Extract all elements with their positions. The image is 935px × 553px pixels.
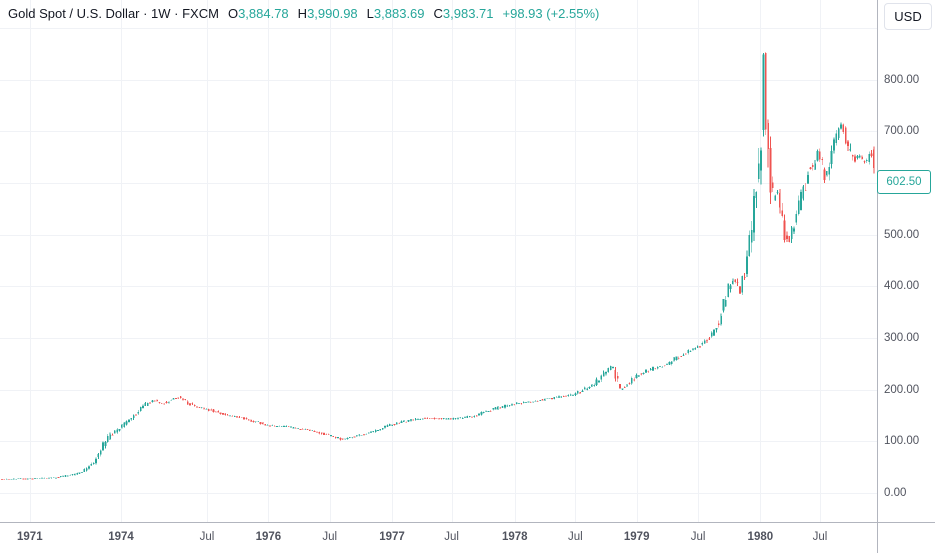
ohlc-high: H3,990.98 bbox=[298, 6, 358, 21]
ohlc-close: C3,983.71 bbox=[434, 6, 494, 21]
time-axis[interactable]: 1971 1974 Jul 1976 Jul 1977 Jul 1978 Jul 1979 Jul 1… bbox=[0, 522, 877, 553]
close-value: 3,983.71 bbox=[442, 6, 494, 21]
last-price-label[interactable]: 602.50 bbox=[877, 169, 931, 194]
time-tick-label: 1978 bbox=[502, 531, 528, 543]
price-tick-label: 100.00 bbox=[884, 435, 920, 448]
currency-button[interactable]: USD bbox=[884, 3, 932, 30]
close-label: C bbox=[433, 6, 443, 21]
time-tick-label: Jul bbox=[567, 531, 583, 543]
price-tick-label: 700.00 bbox=[884, 125, 920, 138]
plot-area[interactable]: Gold Spot / U.S. Dollar · 1W · FXCM O3,8… bbox=[0, 0, 877, 522]
symbol-title[interactable]: Gold Spot / U.S. Dollar · 1W · FXCM bbox=[8, 6, 219, 21]
high-label: H bbox=[297, 6, 308, 21]
ohlc-low: L3,883.69 bbox=[367, 6, 425, 21]
low-value: 3,883.69 bbox=[373, 6, 425, 21]
time-axis-divider bbox=[0, 522, 935, 523]
time-tick-label: Jul bbox=[199, 531, 215, 543]
time-tick-label: 1980 bbox=[747, 531, 774, 543]
price-tick-label: 500.00 bbox=[884, 228, 920, 241]
price-change: +98.93 (+2.55%) bbox=[502, 6, 600, 21]
open-label: O bbox=[227, 6, 239, 21]
open-value: 3,884.78 bbox=[238, 6, 289, 21]
time-tick-label: 1974 bbox=[108, 531, 134, 543]
time-tick-label: 1971 bbox=[17, 531, 43, 543]
time-tick-label: 1977 bbox=[379, 531, 405, 543]
time-tick-label: Jul bbox=[322, 531, 338, 543]
price-tick-label: 400.00 bbox=[884, 280, 920, 293]
price-tick-label: 300.00 bbox=[884, 332, 920, 344]
high-value: 3,990.98 bbox=[307, 6, 358, 21]
time-tick-label: 1976 bbox=[255, 531, 282, 543]
time-tick-label: Jul bbox=[690, 531, 706, 543]
price-axis[interactable]: USD 602.50 0.00 100.00 200.00 300.00 400.00 5… bbox=[877, 0, 935, 522]
price-tick-label: 0.00 bbox=[884, 487, 907, 500]
price-tick-label: 800.00 bbox=[884, 73, 920, 86]
ohlc-open: O3,884.78 bbox=[228, 6, 289, 21]
candlestick-chart[interactable] bbox=[0, 0, 877, 522]
low-label: L bbox=[366, 6, 374, 21]
ohlc-header: Gold Spot / U.S. Dollar · 1W · FXCM O3,8… bbox=[8, 6, 599, 21]
price-tick-label: 200.00 bbox=[884, 383, 920, 396]
time-tick-label: Jul bbox=[444, 531, 459, 543]
time-tick-label: Jul bbox=[812, 531, 828, 543]
price-axis-divider bbox=[877, 0, 878, 553]
time-tick-label: 1979 bbox=[623, 531, 650, 543]
